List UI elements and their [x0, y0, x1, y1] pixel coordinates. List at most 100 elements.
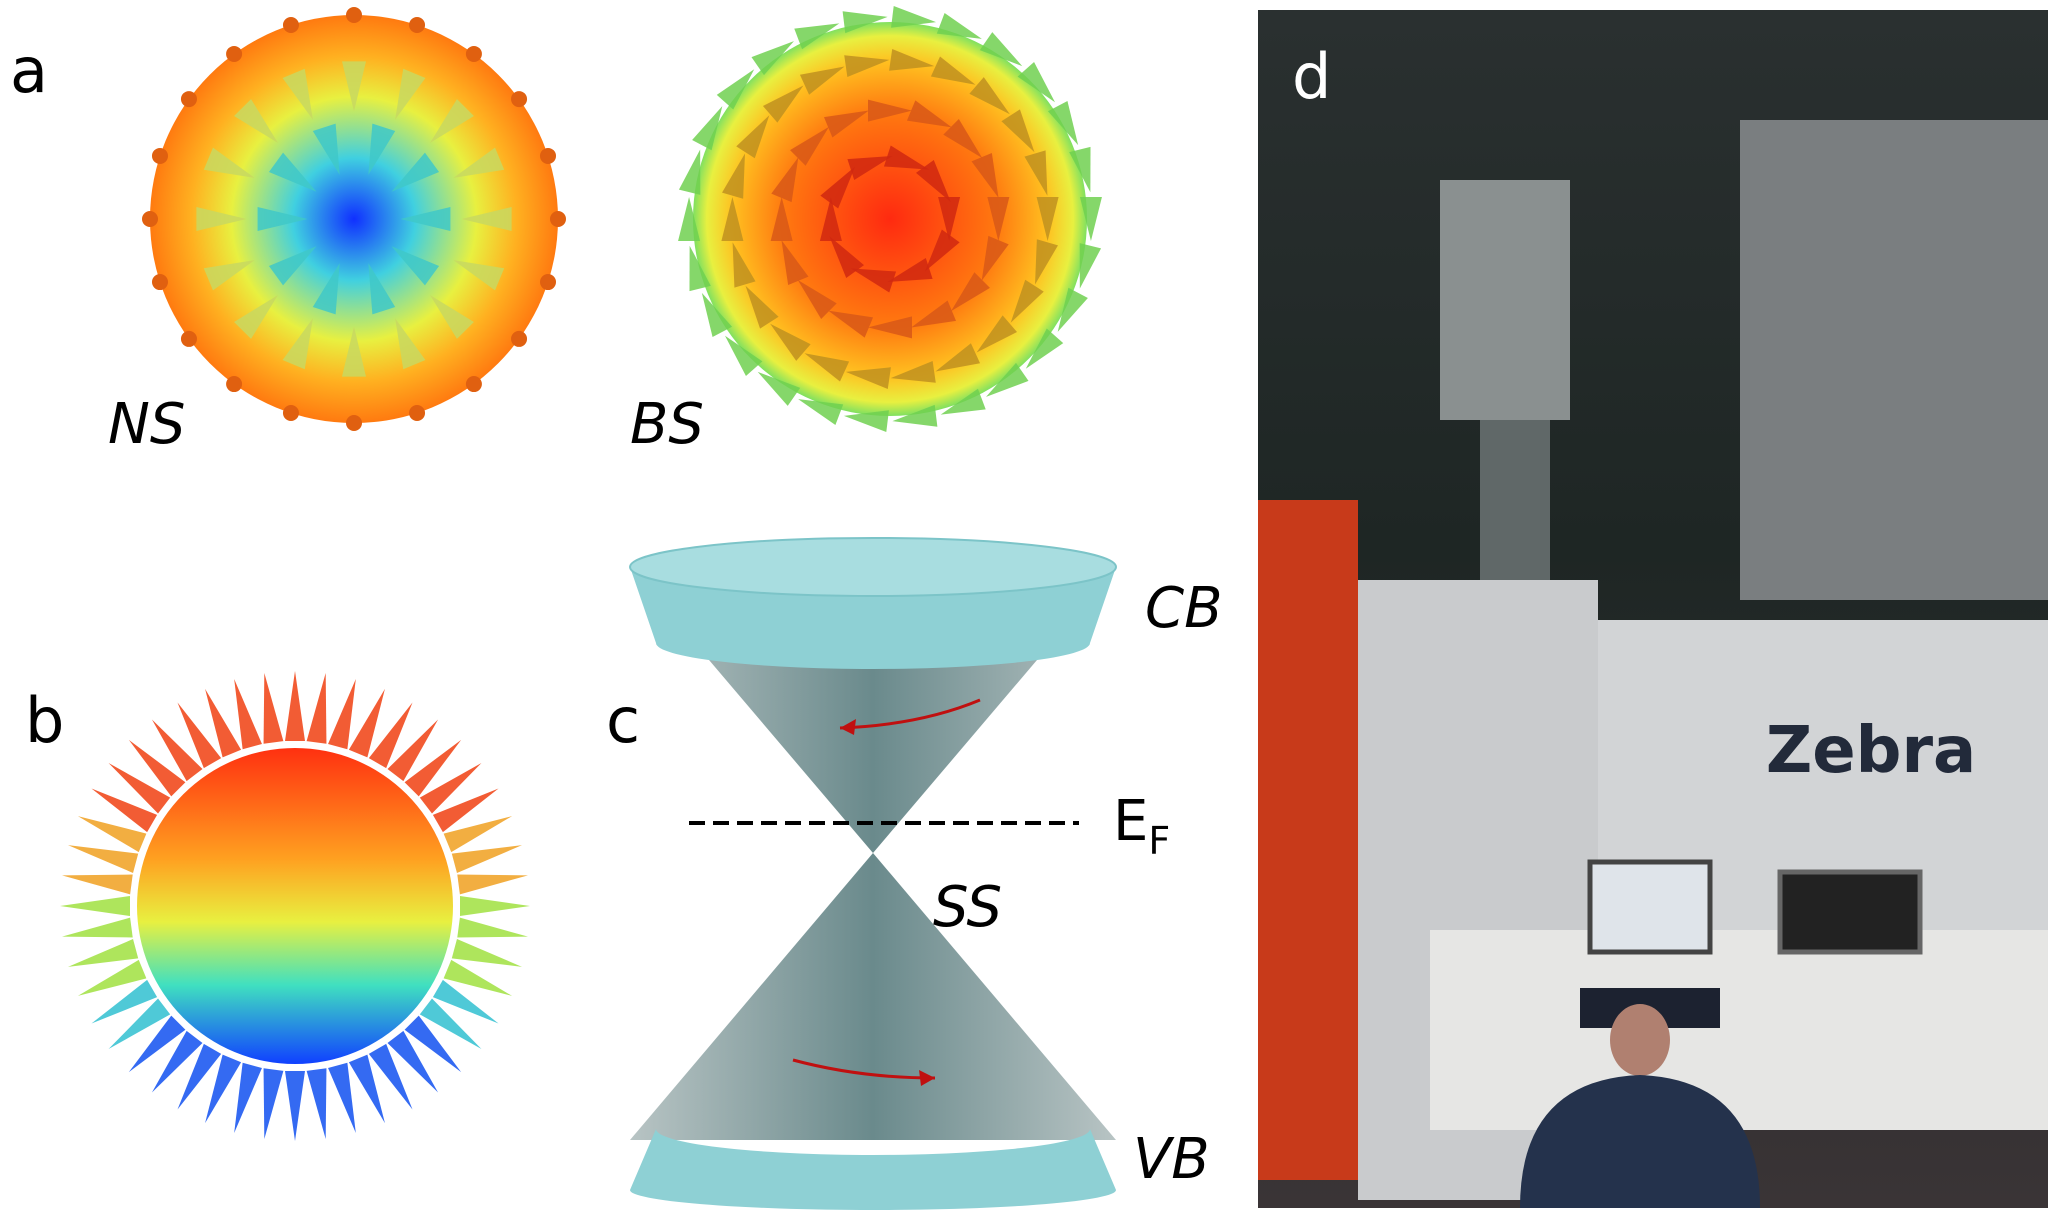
spin-arrow — [819, 197, 842, 241]
zebra-sign: Zebra — [1766, 714, 1976, 788]
spin-arrow — [151, 719, 203, 782]
spin-arrow — [128, 1015, 186, 1073]
spin-arrow — [794, 23, 840, 50]
spin-arrow — [757, 371, 801, 406]
spin-arrow — [829, 235, 865, 279]
spin-arrow — [312, 263, 340, 315]
spin-arrow — [887, 257, 933, 283]
spin-arrow — [771, 157, 799, 203]
rim-dot — [346, 415, 362, 431]
spin-arrow — [177, 702, 222, 769]
rim-dot — [282, 16, 299, 33]
spin-arrow — [678, 197, 701, 241]
rim-dot — [282, 405, 299, 422]
spin-arrow — [1001, 109, 1035, 153]
spin-arrow — [844, 55, 890, 78]
spin-arrow — [692, 106, 723, 151]
spin-arrow — [285, 1071, 305, 1141]
spin-arrow — [419, 762, 482, 814]
spin-arrow — [391, 246, 440, 286]
spin-arrow — [722, 153, 745, 199]
shielding — [1740, 120, 2048, 600]
spin-arrow — [234, 679, 262, 750]
spin-arrow — [282, 68, 313, 120]
bloch-skyrmion — [693, 22, 1087, 416]
spin-arrow — [770, 323, 811, 361]
spin-arrow — [203, 147, 255, 178]
spin-arrow — [732, 242, 756, 288]
cryostat — [1440, 180, 1570, 420]
hedgehog-sphere — [137, 748, 453, 1064]
rim-dot — [180, 91, 197, 108]
monitor — [1587, 859, 1713, 955]
lower-cone — [630, 853, 1116, 1140]
spin-arrow — [1010, 279, 1044, 323]
rim-dot — [151, 147, 168, 164]
spin-arrow — [263, 673, 284, 744]
spin-arrow — [263, 1068, 284, 1139]
spin-arrow — [328, 679, 356, 750]
spin-arrow — [940, 388, 986, 415]
spin-arrow — [68, 939, 139, 967]
spin-arrow — [979, 32, 1023, 67]
spin-arrow — [205, 688, 242, 758]
spin-arrow — [451, 939, 522, 967]
spin-arrow — [762, 85, 804, 123]
rim-dot — [226, 376, 243, 393]
panel-label: a — [10, 34, 48, 107]
spin-arrow — [443, 816, 513, 853]
rim-dot — [409, 405, 426, 422]
spin-arrow — [128, 739, 186, 797]
spin-arrow — [930, 56, 976, 85]
spin-arrow — [342, 61, 366, 112]
spin-arrow — [911, 300, 956, 328]
spin-arrow — [751, 41, 794, 76]
rim-dot — [226, 45, 243, 62]
spin-arrow — [91, 979, 158, 1024]
spin-arrow — [60, 896, 130, 916]
spin-arrow — [1017, 61, 1055, 103]
spin-arrow — [889, 48, 935, 71]
spin-arrow — [839, 698, 981, 730]
spin-arrow — [701, 292, 733, 337]
spin-arrow — [368, 702, 413, 769]
spin-arrow — [943, 119, 983, 158]
rim-dot — [180, 330, 197, 347]
spin-arrow — [745, 285, 779, 329]
spin-arrow — [453, 260, 505, 291]
spin-arrow — [203, 260, 255, 291]
spin-arrow — [432, 788, 499, 833]
panel-label: b — [25, 684, 64, 757]
arrow-head — [919, 1070, 935, 1086]
spin-arrow — [404, 739, 462, 797]
spin-arrow — [842, 11, 888, 34]
spin-arrow — [108, 762, 171, 814]
spin-arrow — [234, 1062, 262, 1133]
desk — [1430, 930, 2048, 1130]
spin-arrow — [285, 671, 305, 741]
spin-arrow — [196, 207, 247, 231]
spin-arrow — [453, 147, 505, 178]
spin-arrow — [915, 159, 951, 203]
spin-arrow — [368, 1043, 413, 1110]
spin-arrow — [906, 100, 952, 128]
spin-arrow — [306, 1068, 327, 1139]
spin-arrow — [971, 153, 999, 198]
spin-arrow — [828, 310, 874, 338]
ef-sub: F — [1148, 819, 1170, 863]
rim-dot — [511, 91, 528, 108]
spin-arrow — [799, 66, 845, 95]
spin-arrow — [797, 280, 837, 319]
spin-arrow — [1035, 239, 1058, 285]
vb-band — [630, 1129, 1116, 1210]
arrow-head — [840, 719, 856, 735]
spin-arrow — [430, 99, 474, 143]
spin-arrow — [234, 295, 278, 339]
spin-arrow — [395, 318, 426, 370]
rim-dot — [511, 330, 528, 347]
spin-arrow — [368, 123, 396, 175]
spin-arrow — [986, 362, 1029, 397]
rim-dot — [540, 274, 557, 291]
spin-arrow — [820, 166, 856, 209]
